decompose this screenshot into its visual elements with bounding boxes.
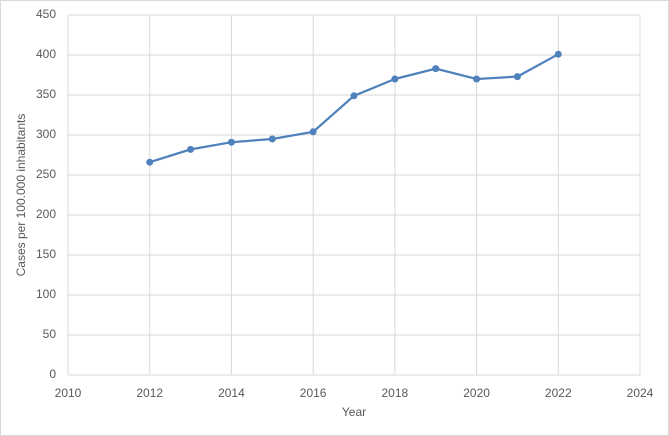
y-tick-label: 0 xyxy=(49,367,56,381)
x-tick-label: 2014 xyxy=(218,386,245,400)
data-point xyxy=(554,50,562,58)
y-tick-label: 450 xyxy=(36,7,56,21)
y-tick-label: 250 xyxy=(36,167,56,181)
y-tick-label: 50 xyxy=(43,327,57,341)
x-tick-label: 2012 xyxy=(136,386,163,400)
x-tick-label: 2016 xyxy=(300,386,327,400)
x-tick-label: 2022 xyxy=(545,386,572,400)
y-tick-label: 350 xyxy=(36,87,56,101)
data-point xyxy=(268,135,276,143)
y-axis-label: Cases per 100.000 inhabitants xyxy=(14,114,28,277)
data-point xyxy=(309,128,317,136)
data-point xyxy=(432,65,440,73)
y-tick-label: 150 xyxy=(36,247,56,261)
y-tick-label: 300 xyxy=(36,127,56,141)
data-point xyxy=(350,92,358,100)
data-point xyxy=(146,158,154,166)
x-axis-label: Year xyxy=(342,405,366,419)
y-tick-label: 400 xyxy=(36,47,56,61)
data-point xyxy=(187,145,195,153)
data-point xyxy=(473,75,481,83)
data-point xyxy=(513,73,521,81)
x-tick-label: 2020 xyxy=(463,386,490,400)
data-point xyxy=(391,75,399,83)
data-point xyxy=(227,138,235,146)
y-tick-label: 200 xyxy=(36,207,56,221)
x-tick-label: 2024 xyxy=(627,386,654,400)
x-tick-label: 2018 xyxy=(382,386,409,400)
y-tick-label: 100 xyxy=(36,287,56,301)
x-tick-label: 2010 xyxy=(55,386,82,400)
